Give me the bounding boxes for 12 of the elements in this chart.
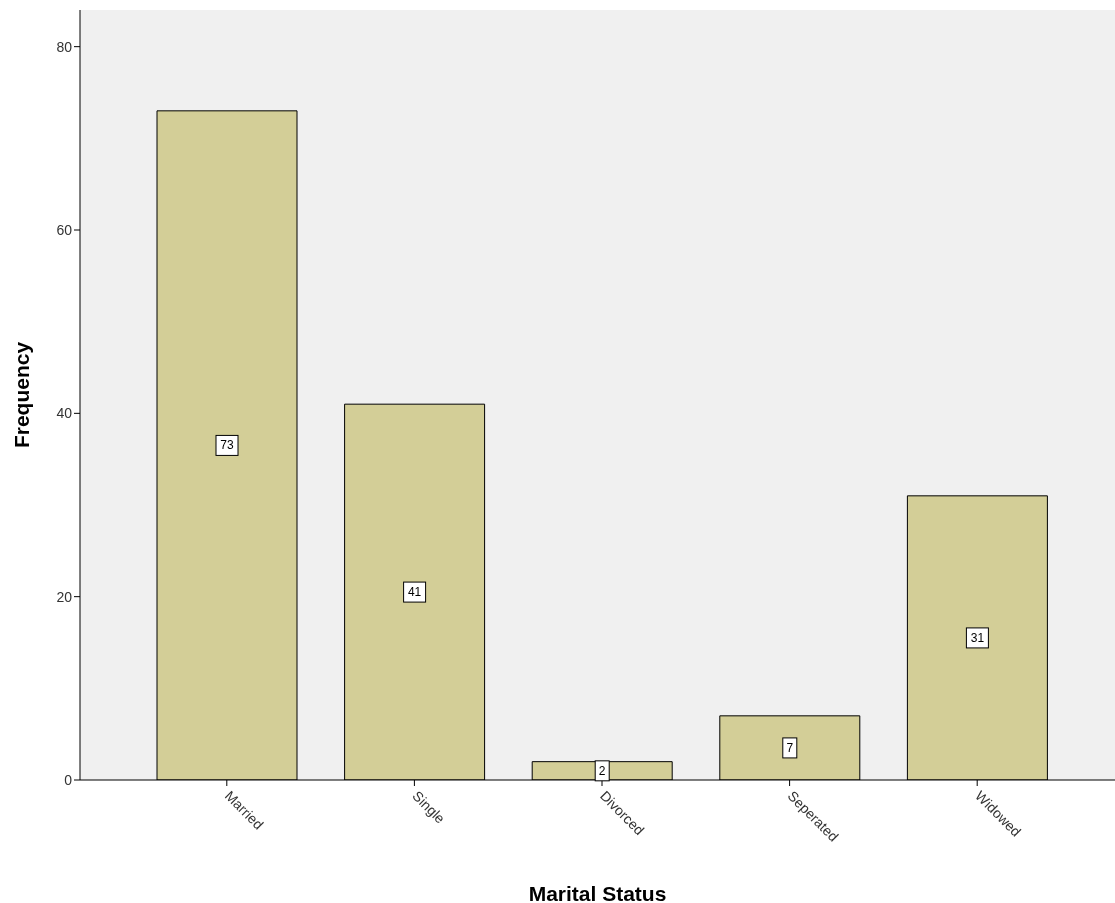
y-tick-label: 80	[56, 38, 73, 55]
data-label: 73	[220, 438, 234, 453]
x-axis-title: Marital Status	[528, 882, 667, 903]
data-label: 2	[598, 763, 606, 778]
data-label: 7	[786, 740, 794, 755]
y-axis-title: Frequency	[10, 341, 34, 449]
y-tick-label: 20	[56, 588, 73, 605]
data-label: 41	[407, 585, 422, 600]
y-tick-label: 60	[56, 221, 73, 238]
y-tick-label: 40	[56, 405, 73, 422]
data-label: 31	[970, 630, 985, 645]
y-tick-label: 0	[64, 771, 73, 788]
